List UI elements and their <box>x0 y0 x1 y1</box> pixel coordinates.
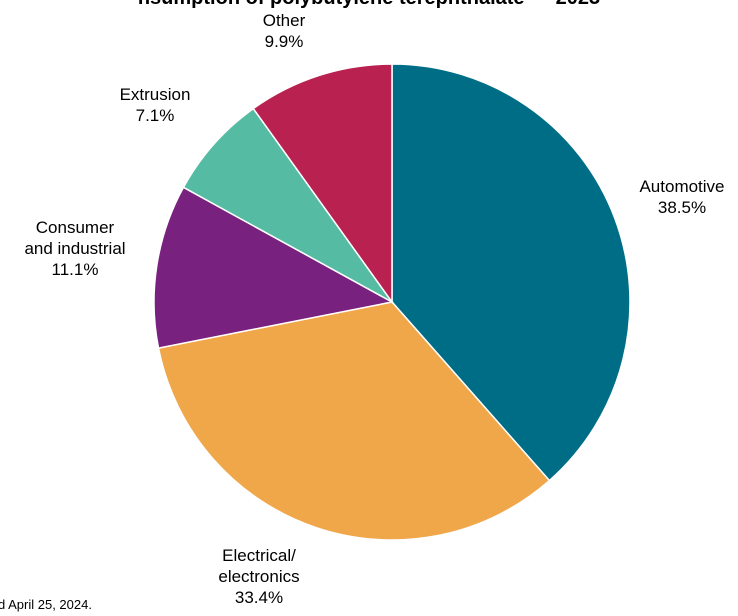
slice-name-electrical-electronics: Electrical/ <box>222 546 296 565</box>
slice-value-electrical-electronics: 33.4% <box>235 588 283 607</box>
slice-label-extrusion: Extrusion 7.1% <box>120 85 191 125</box>
source-note: d April 25, 2024. <box>0 597 92 612</box>
pie-slice-electrical-electronics <box>157 301 551 541</box>
slice-name-consumer-and-industrial: Consumer <box>36 218 115 237</box>
slice-name-consumer-and-industrial: and industrial <box>24 239 125 258</box>
slice-value-consumer-and-industrial: 11.1% <box>52 260 99 279</box>
slice-name-other: Other <box>263 11 306 30</box>
slice-value-other: 9.9% <box>265 32 304 51</box>
slice-value-extrusion: 7.1% <box>136 106 175 125</box>
pie-slice-extrusion <box>182 107 393 303</box>
slice-value-automotive: 38.5% <box>658 198 706 217</box>
slice-label-automotive: Automotive 38.5% <box>639 177 724 217</box>
chart-title: nsumption of polybutylene terephthalate … <box>0 0 738 10</box>
pie-slice-other <box>252 63 393 305</box>
slice-label-consumer-and-industrial: Consumer and industrial 11.1% <box>24 218 125 279</box>
pie-slice-consumer-and-industrial <box>153 186 395 349</box>
slice-name-automotive: Automotive <box>639 177 724 196</box>
slice-label-electrical-electronics: Electrical/electronics 33.4% <box>218 546 299 607</box>
slice-label-other: Other 9.9% <box>263 11 306 51</box>
slice-name-electrical-electronics: electronics <box>218 567 299 586</box>
pie-slice-automotive <box>391 63 631 482</box>
slice-name-extrusion: Extrusion <box>120 85 191 104</box>
